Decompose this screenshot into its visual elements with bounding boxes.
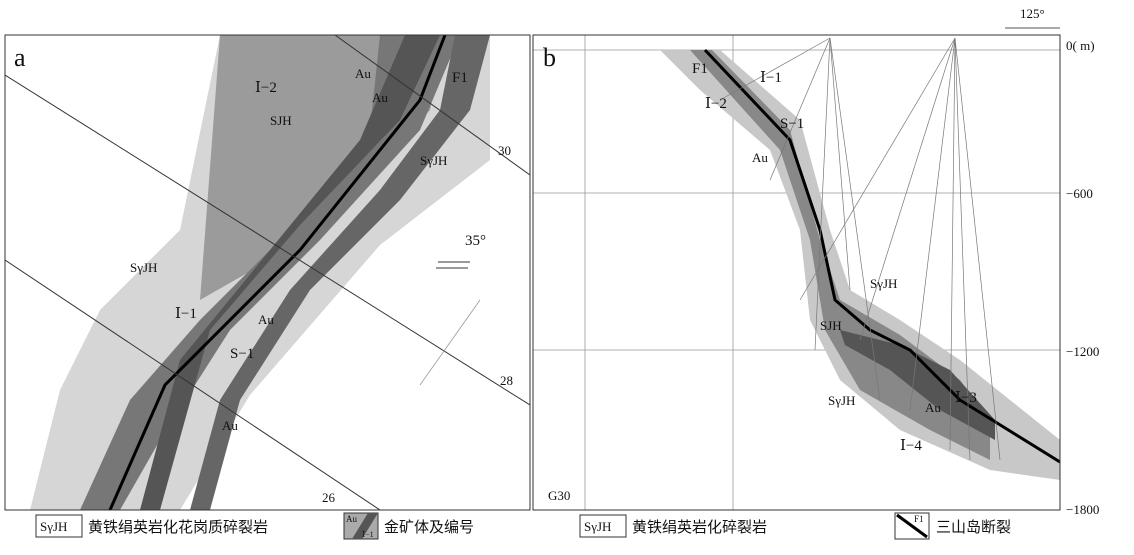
annotation: Ⅰ−2 bbox=[255, 80, 277, 96]
legend-symbol: Au bbox=[346, 514, 357, 524]
legend: SγJH 黄铁绢英岩化花岗质碎裂岩 Au Ⅰ−1 金矿体及编号 SγJH 黄铁绢… bbox=[36, 513, 1011, 539]
legend-text: 黄铁绢英岩化碎裂岩 bbox=[632, 518, 767, 536]
depth-label: −600 bbox=[1066, 186, 1093, 201]
annotation: 26 bbox=[322, 490, 336, 505]
figure: a Ⅰ−2 Au Au F1 SJH SγJH SγJH 35° Ⅰ−1 Au … bbox=[0, 0, 1134, 550]
annotation: Au bbox=[258, 312, 274, 327]
annotation: Au bbox=[222, 418, 238, 433]
legend-text: 金矿体及编号 bbox=[384, 519, 474, 536]
annotation: 28 bbox=[500, 373, 513, 388]
annotation: Ⅰ−2 bbox=[705, 96, 727, 112]
annotation: Ⅰ−1 bbox=[760, 70, 782, 86]
annotation: Au bbox=[925, 400, 941, 415]
annotation: SJH bbox=[270, 113, 292, 128]
legend-symbol: SγJH bbox=[584, 519, 611, 534]
annotation: SJH bbox=[820, 318, 842, 333]
panel-a-map bbox=[5, 35, 530, 510]
legend-text: 黄铁绢英岩化花岗质碎裂岩 bbox=[88, 518, 268, 536]
section-label: G30 bbox=[548, 488, 570, 503]
annotation: S−1 bbox=[230, 346, 254, 362]
annotation: 35° bbox=[465, 233, 486, 249]
annotation: Au bbox=[355, 66, 371, 81]
annotation: SγJH bbox=[130, 260, 157, 275]
panel-b-section bbox=[533, 35, 1060, 510]
annotation: Ⅰ−3 bbox=[955, 390, 977, 406]
legend-symbol: Ⅰ−1 bbox=[362, 530, 374, 539]
annotation: F1 bbox=[692, 61, 708, 77]
depth-axis: 0( m) −600 −1200 −1800 bbox=[1066, 38, 1099, 517]
legend-symbol: SγJH bbox=[40, 519, 67, 534]
annotation: 30 bbox=[498, 143, 511, 158]
panel-label: a bbox=[14, 43, 26, 72]
annotation: SγJH bbox=[420, 153, 447, 168]
annotation: S−1 bbox=[780, 116, 804, 132]
legend-symbol: F1 bbox=[914, 514, 924, 524]
depth-label: −1200 bbox=[1066, 344, 1099, 359]
annotation: SγJH bbox=[870, 276, 897, 291]
annotation: F1 bbox=[452, 70, 468, 86]
depth-label: −1800 bbox=[1066, 502, 1099, 517]
annotation: Au bbox=[752, 150, 768, 165]
annotation: Ⅰ−1 bbox=[175, 306, 197, 322]
orientation: 125° bbox=[1020, 6, 1045, 21]
annotation: Ⅰ−4 bbox=[900, 438, 922, 454]
legend-text: 三山岛断裂 bbox=[936, 519, 1011, 536]
annotation: Au bbox=[372, 90, 388, 105]
depth-label: 0( m) bbox=[1066, 38, 1095, 53]
annotation: SγJH bbox=[828, 393, 855, 408]
panel-label: b bbox=[543, 43, 556, 72]
